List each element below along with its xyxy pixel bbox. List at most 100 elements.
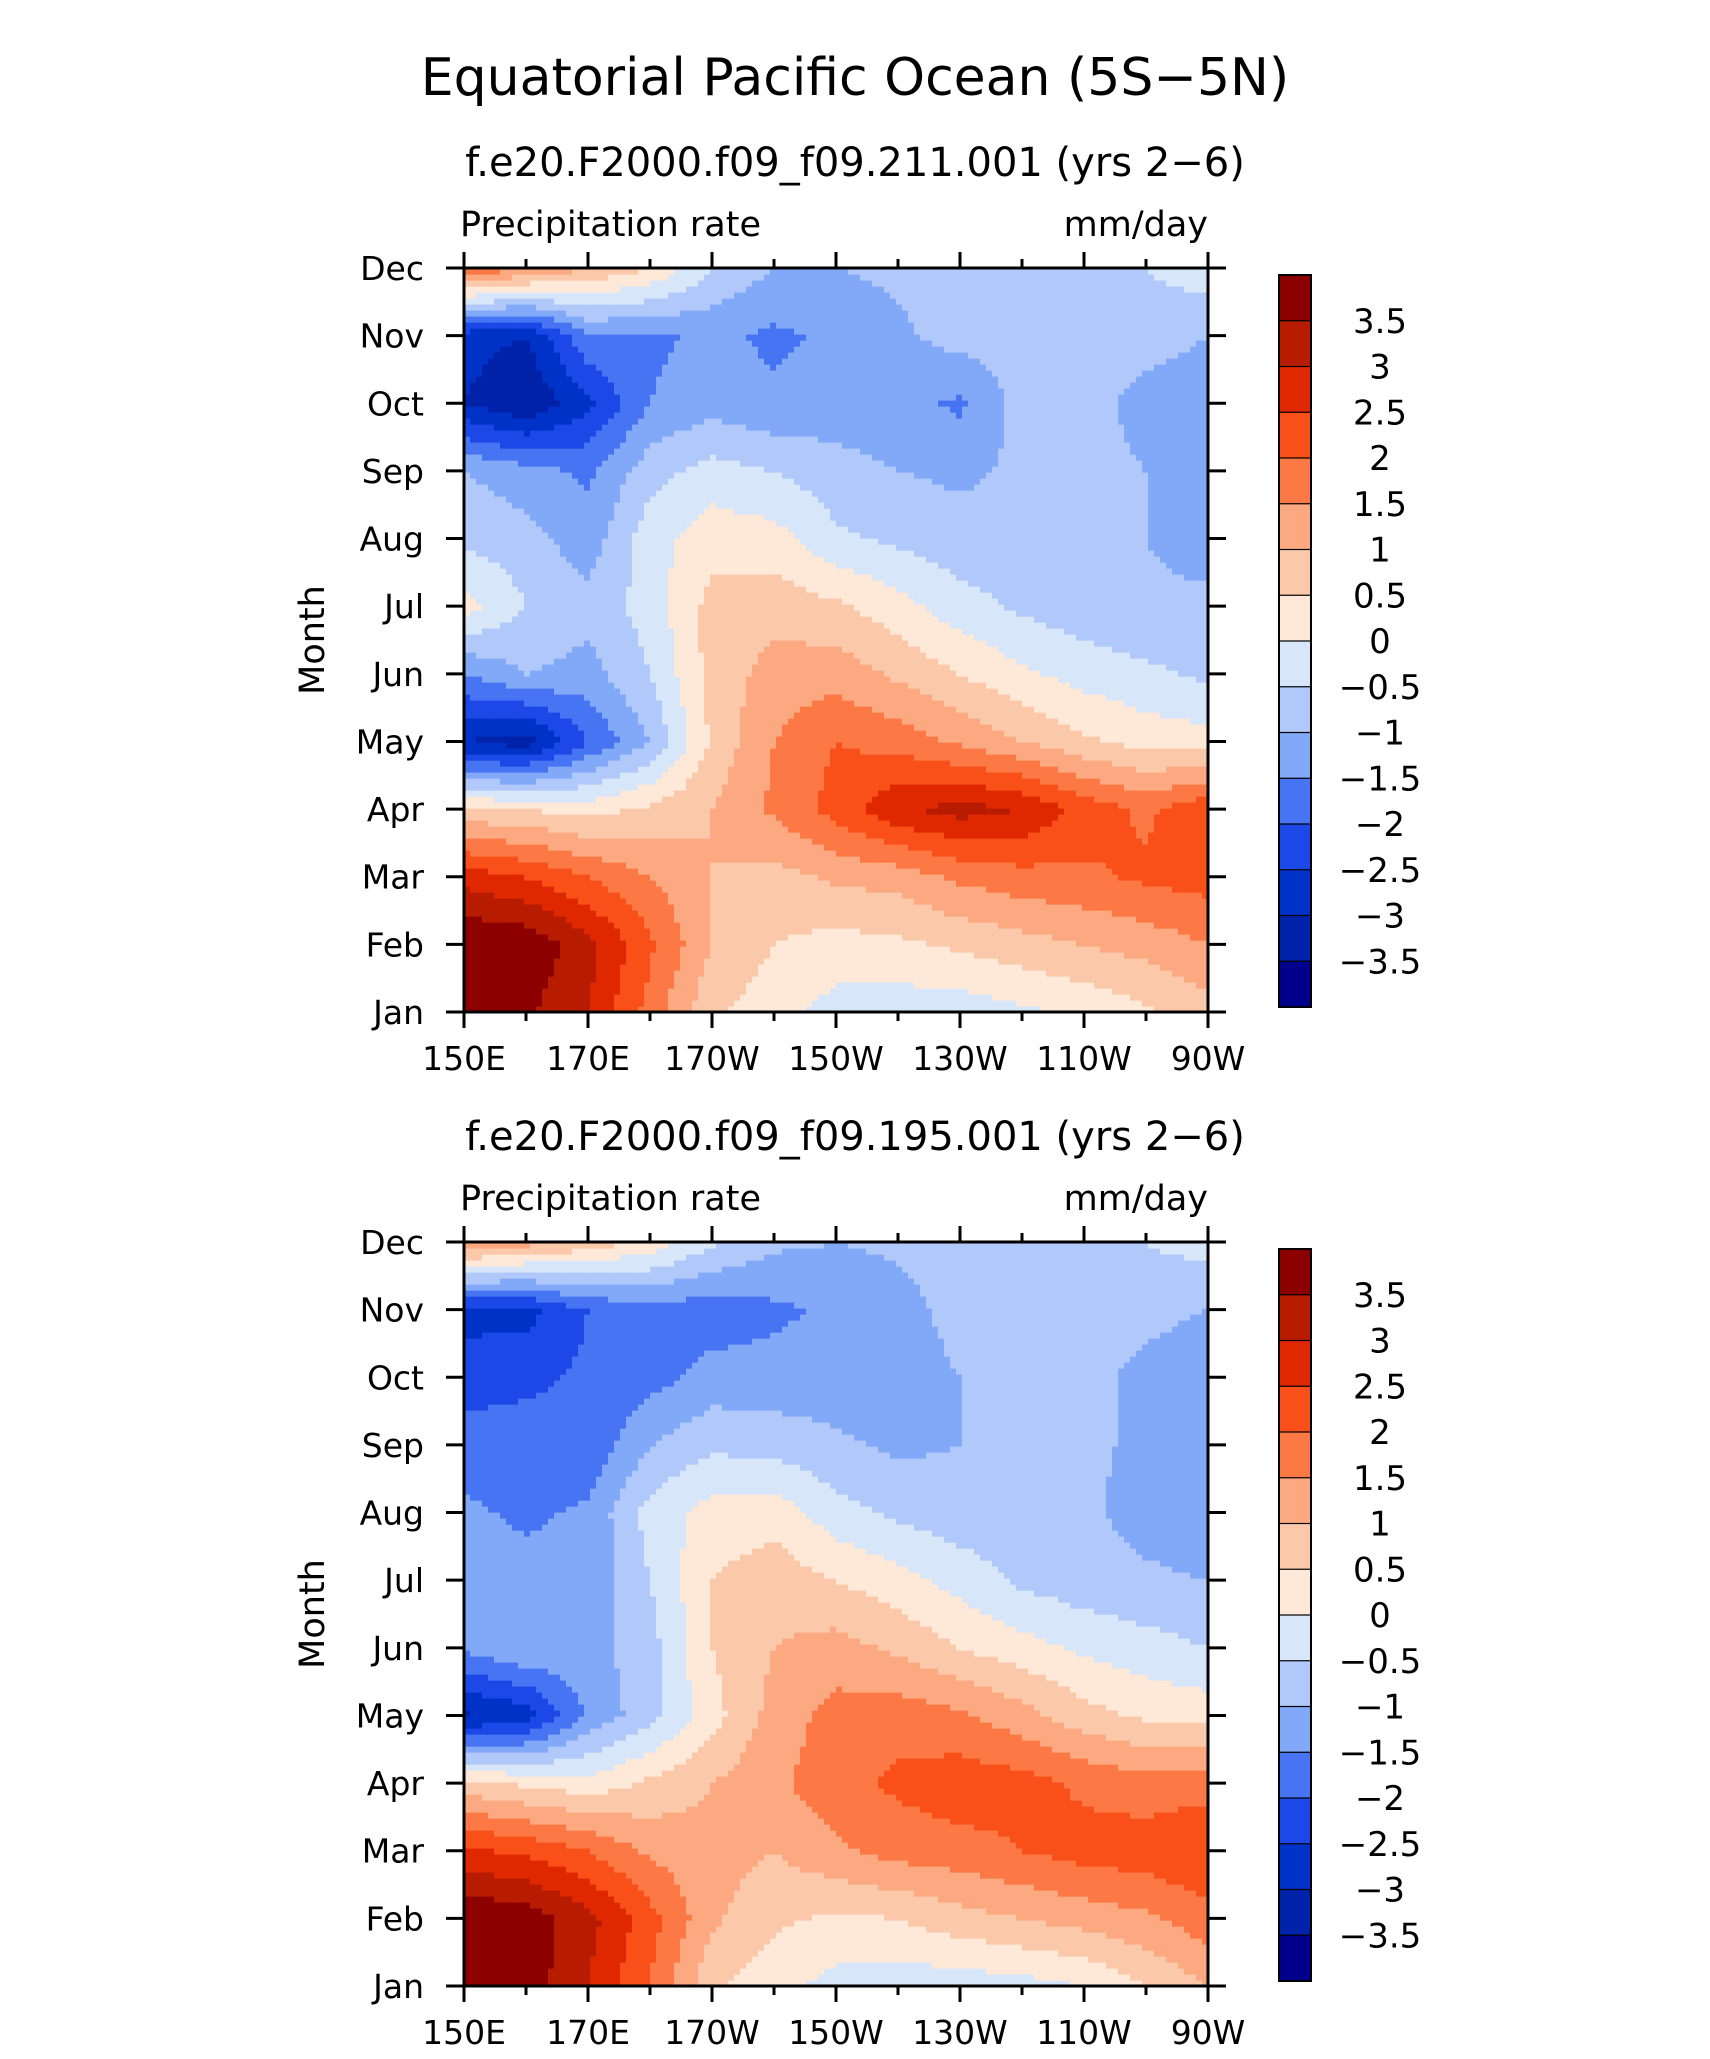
field-cell bbox=[836, 826, 843, 833]
field-cell bbox=[914, 928, 921, 935]
field-cell bbox=[1106, 976, 1113, 983]
field-cell bbox=[1004, 988, 1011, 995]
field-cell bbox=[530, 898, 537, 905]
field-cell bbox=[770, 958, 777, 965]
field-cell bbox=[824, 970, 831, 977]
field-cell bbox=[536, 838, 543, 845]
field-cell bbox=[626, 790, 633, 797]
field-cell bbox=[578, 940, 585, 947]
field-cell bbox=[1130, 784, 1137, 791]
field-cell bbox=[632, 988, 639, 995]
field-cell bbox=[1142, 838, 1149, 845]
field-cell bbox=[800, 856, 807, 863]
field-cell bbox=[548, 778, 555, 785]
field-cell bbox=[902, 964, 909, 971]
field-cell bbox=[1052, 772, 1059, 779]
field-cell bbox=[1118, 850, 1125, 857]
field-cell bbox=[1100, 910, 1107, 917]
field-cell bbox=[872, 820, 879, 827]
field-cell bbox=[566, 934, 573, 941]
field-cell bbox=[950, 976, 957, 983]
field-cell bbox=[1010, 892, 1017, 899]
field-cell bbox=[572, 898, 579, 905]
field-cell bbox=[1118, 970, 1125, 977]
field-cell bbox=[632, 880, 639, 887]
field-cell bbox=[746, 934, 753, 941]
field-cell bbox=[524, 982, 531, 989]
field-cell bbox=[476, 784, 483, 791]
field-cell bbox=[536, 844, 543, 851]
field-cell bbox=[926, 976, 933, 983]
field-cell bbox=[494, 994, 501, 1001]
field-cell bbox=[1004, 928, 1011, 935]
field-cell bbox=[638, 904, 645, 911]
field-cell bbox=[644, 922, 651, 929]
field-cell bbox=[944, 952, 951, 959]
field-cell bbox=[554, 964, 561, 971]
field-cell bbox=[764, 778, 771, 785]
field-cell bbox=[1070, 982, 1077, 989]
field-cell bbox=[542, 772, 549, 779]
field-cell bbox=[860, 778, 867, 785]
field-cell bbox=[920, 784, 927, 791]
field-cell bbox=[1028, 772, 1035, 779]
field-cell bbox=[884, 796, 891, 803]
field-cell bbox=[812, 862, 819, 869]
field-cell bbox=[1046, 814, 1053, 821]
field-cell bbox=[818, 844, 825, 851]
field-cell bbox=[770, 892, 777, 899]
field-cell bbox=[1124, 796, 1131, 803]
field-cell bbox=[1130, 988, 1137, 995]
field-cell bbox=[710, 892, 717, 899]
field-cell bbox=[860, 964, 867, 971]
field-cell bbox=[932, 988, 939, 995]
field-cell bbox=[566, 928, 573, 935]
field-cell bbox=[1100, 820, 1107, 827]
field-cell bbox=[602, 868, 609, 875]
field-cell bbox=[884, 832, 891, 839]
field-cell bbox=[1172, 880, 1179, 887]
field-cell bbox=[524, 850, 531, 857]
field-cell bbox=[1196, 916, 1203, 923]
field-cell bbox=[632, 922, 639, 929]
field-cell bbox=[656, 988, 663, 995]
field-cell bbox=[812, 928, 819, 935]
field-cell bbox=[518, 994, 525, 1001]
field-cell bbox=[1040, 862, 1047, 869]
field-cell bbox=[512, 874, 519, 881]
field-cell bbox=[746, 838, 753, 845]
field-cell bbox=[950, 844, 957, 851]
field-cell bbox=[1040, 916, 1047, 923]
field-cell bbox=[1010, 832, 1017, 839]
field-cell bbox=[920, 892, 927, 899]
field-cell bbox=[866, 940, 873, 947]
field-cell bbox=[914, 832, 921, 839]
field-cell bbox=[1052, 868, 1059, 875]
field-cell bbox=[638, 910, 645, 917]
field-cell bbox=[932, 958, 939, 965]
field-cell bbox=[944, 814, 951, 821]
field-cell bbox=[710, 910, 717, 917]
field-cell bbox=[1148, 910, 1155, 917]
field-cell bbox=[1100, 1000, 1107, 1007]
field-cell bbox=[512, 826, 519, 833]
field-cell bbox=[590, 946, 597, 953]
field-cell bbox=[1196, 988, 1203, 995]
field-cell bbox=[1076, 934, 1083, 941]
field-cell bbox=[512, 856, 519, 863]
field-cell bbox=[722, 790, 729, 797]
field-cell bbox=[944, 910, 951, 917]
field-cell bbox=[788, 790, 795, 797]
field-cell bbox=[1034, 964, 1041, 971]
field-cell bbox=[602, 892, 609, 899]
field-cell bbox=[1058, 838, 1065, 845]
field-cell bbox=[812, 772, 819, 779]
field-cell bbox=[692, 898, 699, 905]
field-cell bbox=[1058, 850, 1065, 857]
field-cell bbox=[734, 910, 741, 917]
field-cell bbox=[812, 892, 819, 899]
field-cell bbox=[968, 880, 975, 887]
field-cell bbox=[734, 880, 741, 887]
field-cell bbox=[974, 934, 981, 941]
field-cell bbox=[764, 796, 771, 803]
